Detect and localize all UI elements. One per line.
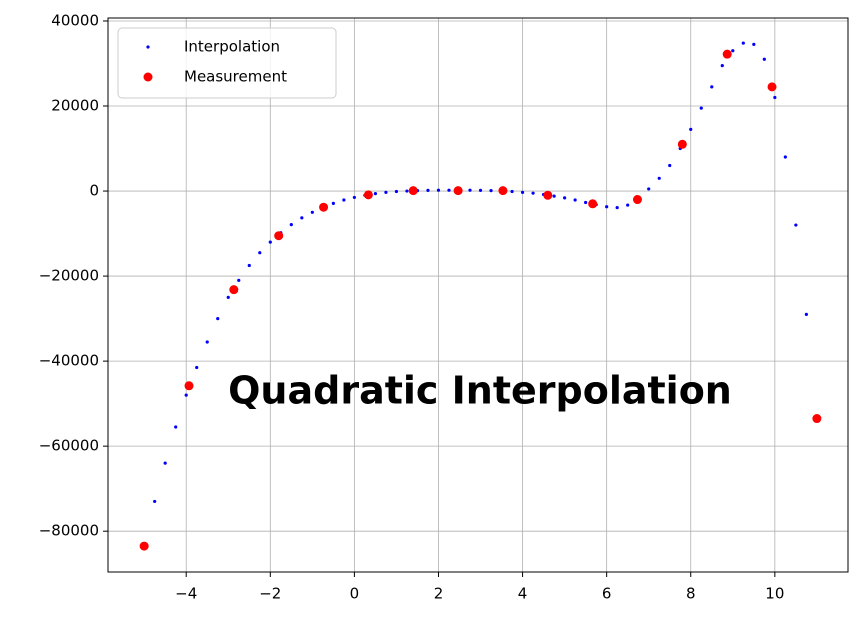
point bbox=[342, 198, 346, 202]
point bbox=[163, 461, 167, 465]
x-tick-label: 0 bbox=[350, 585, 360, 603]
point bbox=[453, 186, 463, 196]
plot-frame bbox=[107, 17, 849, 573]
point bbox=[268, 240, 272, 244]
point bbox=[773, 95, 777, 100]
point bbox=[510, 189, 514, 194]
y-tick-label: −60000 bbox=[39, 437, 99, 455]
point bbox=[498, 186, 508, 196]
point bbox=[588, 199, 598, 209]
x-tick-label: 4 bbox=[518, 585, 528, 603]
point bbox=[731, 49, 735, 53]
x-tick-label: −2 bbox=[259, 585, 281, 603]
point bbox=[699, 106, 703, 110]
x-tick-label: 8 bbox=[686, 585, 696, 603]
point bbox=[573, 198, 577, 202]
y-tick-label: 20000 bbox=[51, 97, 99, 115]
point bbox=[331, 201, 335, 205]
point bbox=[274, 231, 284, 241]
point bbox=[741, 41, 745, 45]
point bbox=[584, 200, 588, 205]
plot-area bbox=[108, 18, 848, 572]
grid bbox=[108, 18, 848, 572]
point bbox=[767, 82, 777, 92]
point bbox=[394, 189, 399, 194]
point bbox=[615, 206, 619, 210]
point bbox=[605, 205, 609, 209]
annotation: Quadratic Interpolation bbox=[228, 369, 732, 413]
point bbox=[689, 127, 693, 131]
x-tick-label: 6 bbox=[602, 585, 612, 603]
y-tick-label: 0 bbox=[89, 182, 99, 200]
point bbox=[447, 188, 451, 192]
point bbox=[543, 190, 553, 200]
point bbox=[812, 414, 822, 424]
y-tick-label: −20000 bbox=[39, 267, 99, 285]
point bbox=[563, 196, 567, 200]
point bbox=[226, 295, 230, 299]
x-tick-label: 10 bbox=[765, 585, 784, 603]
point bbox=[677, 139, 687, 149]
point bbox=[258, 251, 262, 255]
point bbox=[710, 85, 714, 89]
point bbox=[762, 57, 766, 61]
point bbox=[752, 42, 756, 46]
point bbox=[195, 365, 199, 370]
legend-label: Interpolation bbox=[184, 38, 280, 56]
marks bbox=[139, 41, 822, 551]
point bbox=[373, 191, 378, 196]
x-tick-label: 2 bbox=[434, 585, 444, 603]
point bbox=[720, 64, 724, 68]
point bbox=[352, 195, 356, 200]
point bbox=[289, 223, 293, 227]
point bbox=[216, 316, 220, 321]
point bbox=[247, 263, 251, 268]
point bbox=[408, 186, 418, 196]
point bbox=[520, 190, 525, 194]
legend-box bbox=[117, 27, 337, 99]
point bbox=[237, 278, 241, 282]
point bbox=[804, 312, 808, 316]
point bbox=[229, 285, 239, 295]
y-tick-label: −40000 bbox=[39, 352, 99, 370]
y-tick-label: 40000 bbox=[51, 11, 99, 29]
point bbox=[184, 381, 194, 391]
legend: Interpolation Measurement bbox=[117, 27, 337, 99]
point bbox=[139, 541, 149, 551]
point bbox=[531, 191, 535, 195]
point bbox=[363, 190, 373, 200]
x-tick-label: −4 bbox=[175, 585, 197, 603]
point bbox=[668, 163, 672, 168]
point bbox=[626, 203, 630, 207]
point bbox=[794, 223, 798, 227]
point bbox=[184, 393, 188, 397]
point bbox=[319, 202, 329, 212]
point bbox=[436, 188, 441, 192]
point bbox=[153, 499, 157, 504]
legend-label: Measurement bbox=[184, 68, 287, 86]
point bbox=[384, 190, 388, 194]
legend-marker bbox=[146, 45, 150, 49]
point bbox=[632, 195, 642, 205]
point bbox=[647, 187, 651, 191]
point bbox=[783, 155, 787, 159]
point bbox=[405, 189, 409, 193]
point bbox=[205, 340, 209, 344]
point bbox=[310, 210, 314, 214]
point bbox=[300, 216, 304, 220]
point bbox=[722, 49, 732, 59]
point bbox=[489, 189, 493, 193]
legend-marker bbox=[143, 72, 153, 82]
point bbox=[478, 188, 483, 193]
point bbox=[174, 425, 178, 429]
point bbox=[468, 188, 472, 192]
point bbox=[657, 176, 661, 180]
y-tick-label: −80000 bbox=[39, 522, 99, 540]
point bbox=[552, 194, 556, 198]
point bbox=[426, 188, 430, 193]
